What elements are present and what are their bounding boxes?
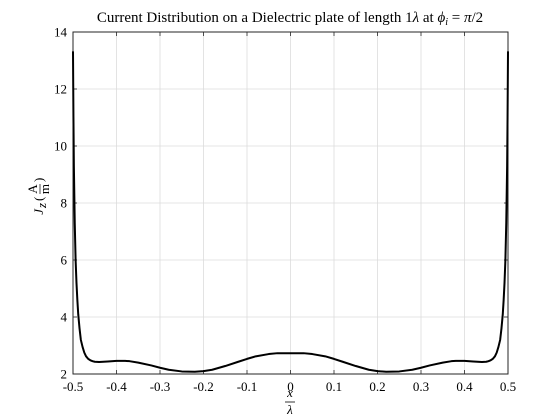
series-layer [72,50,509,373]
svg-text:m: m [37,184,52,194]
svg-text:): ) [31,178,46,182]
x-tick-label: -0.2 [193,379,214,394]
svg-text:λ: λ [286,402,293,417]
y-tick-label: 8 [61,196,68,211]
x-tick-label: -0.3 [150,379,171,394]
x-tick-label: 0.2 [369,379,385,394]
svg-text:x: x [286,385,293,400]
x-tick-label: -0.5 [63,379,84,394]
x-tick-label: 0.5 [500,379,516,394]
y-tick-label: 2 [61,367,68,382]
x-tick-label: -0.1 [237,379,258,394]
series-line-0 [72,50,509,373]
y-tick-label: 14 [54,25,68,40]
y-tick-labels: 2 4 6 8 10 12 14 [54,25,68,382]
y-tick-label: 10 [54,139,67,154]
x-tick-label: 0.3 [413,379,429,394]
y-tick-label: 6 [61,253,68,268]
svg-text:(: ( [31,197,46,201]
y-tick-label: 4 [61,310,68,325]
svg-text:z: z [34,203,49,209]
chart-title: Current Distribution on a Dielectric pla… [97,10,483,28]
y-tick-label: 12 [54,82,67,97]
ticks [72,31,509,375]
x-tick-label: -0.4 [106,379,127,394]
x-tick-label: 0 [287,379,294,394]
svg-text:J: J [31,208,46,215]
svg-text:A: A [25,184,40,194]
x-axis-label: x λ [285,385,295,417]
y-axis-label: J z ( A m ) [25,178,52,215]
x-tick-label: 0.1 [326,379,342,394]
x-tick-label: 0.4 [456,379,473,394]
x-tick-labels: -0.5 -0.4 -0.3 -0.2 -0.1 0 0.1 0.2 0.3 0.4 0.5 [63,379,516,394]
